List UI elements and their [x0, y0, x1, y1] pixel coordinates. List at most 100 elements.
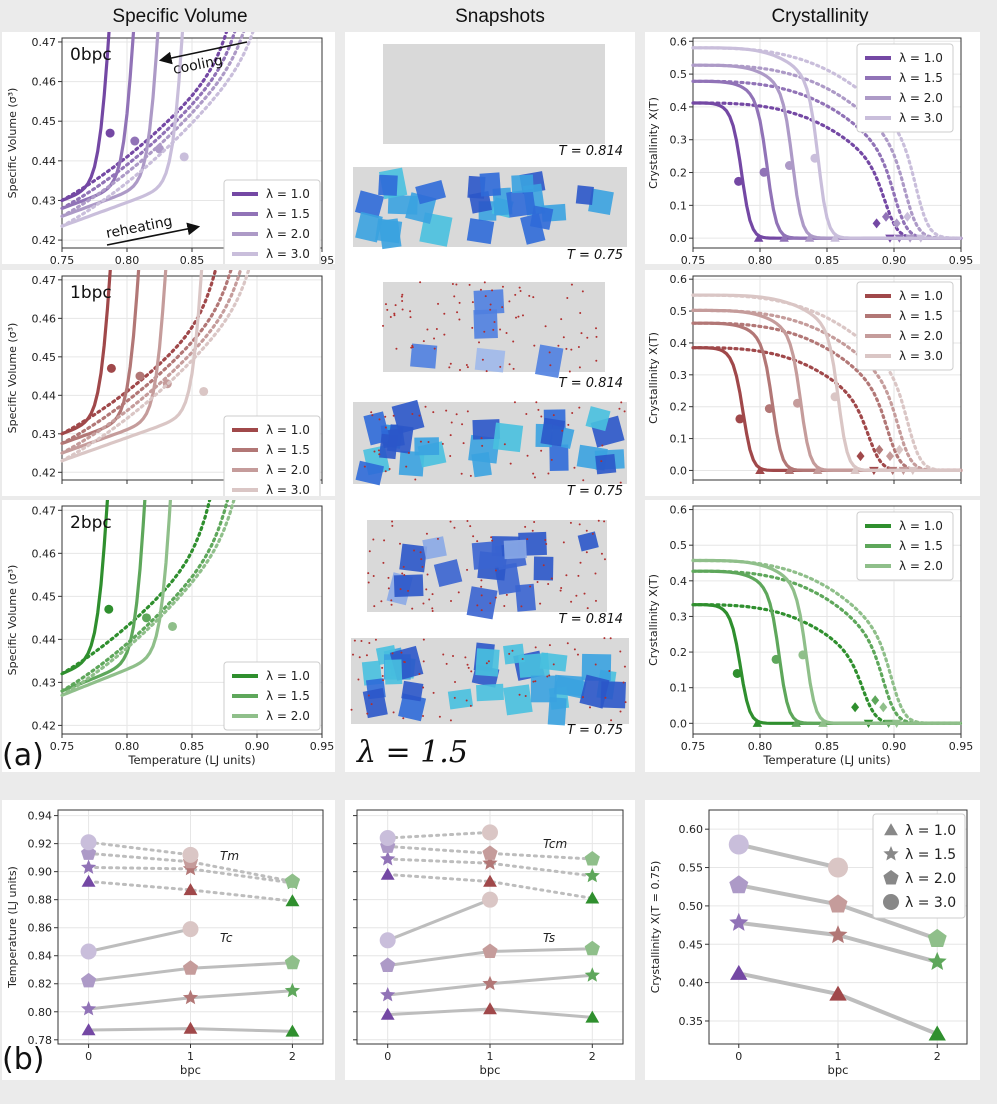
series-group	[691, 558, 963, 728]
crystal-domain	[410, 343, 438, 369]
series-group	[80, 834, 300, 1037]
crystal-domain	[476, 683, 504, 702]
bead-dot	[432, 691, 435, 694]
bead-dot	[545, 543, 548, 546]
data-point	[81, 1001, 97, 1016]
crystal-domain	[475, 648, 500, 677]
bead-dot	[445, 409, 448, 412]
bead-dot	[392, 414, 395, 417]
tick-label-y: 0.42	[32, 466, 57, 479]
series-group	[691, 46, 963, 243]
legend-label: λ = 3.0	[266, 247, 310, 261]
reheating-curve	[60, 0, 255, 218]
legend-label: λ = 2.0	[905, 871, 956, 887]
data-point	[81, 1023, 96, 1036]
bead-dot	[411, 344, 414, 347]
data-point	[585, 1010, 600, 1023]
marker-zero	[784, 465, 795, 474]
bead-dot	[485, 370, 488, 373]
series-group	[379, 824, 600, 1023]
tick-label-x: 2	[289, 1050, 296, 1063]
panel-sv1: 0.42 0.43 0.44 0.45 0.46 0.47 Specific Volume …	[2, 35, 335, 505]
x-axis-label: bpc	[828, 1063, 849, 1077]
crystal-domain	[468, 190, 492, 214]
bead-dot	[562, 541, 565, 544]
bead-dot	[619, 481, 622, 484]
bead-dot	[436, 537, 439, 540]
bead-dot	[422, 660, 425, 663]
crystal-domain	[466, 218, 495, 245]
cooling-arrow	[158, 41, 248, 65]
bead-dot	[597, 519, 600, 522]
bead-dot	[576, 653, 579, 656]
snapshot-temp-label: T = 0.75	[567, 248, 623, 263]
bead-dot	[443, 333, 446, 336]
legend-label: λ = 1.0	[266, 187, 310, 201]
bead-dot	[407, 451, 410, 454]
bead-dot	[449, 719, 452, 722]
tick-label-y: 0.50	[679, 900, 704, 913]
bead-dot	[508, 652, 511, 655]
bead-dot	[419, 281, 422, 284]
bead-dot	[391, 652, 394, 655]
bead-dot	[487, 660, 490, 663]
crystal-domain	[355, 211, 383, 243]
bead-dot	[533, 344, 536, 347]
bead-dot	[453, 295, 456, 298]
plot-frame	[61, 37, 323, 249]
bead-dot	[570, 283, 573, 286]
crystal-domain	[471, 540, 504, 570]
marker-tc	[168, 621, 177, 631]
tick-label-y: 0.42	[32, 719, 57, 732]
bead-dot	[517, 315, 520, 318]
bead-dot	[577, 574, 580, 577]
tick-label-y: 0.0	[670, 717, 688, 730]
tick-label-y: 0.0	[670, 464, 688, 477]
chart-cr0: 0.75 0.80 0.85 0.90 0.95 0.0 0.1 0.2 0.3 0.4 0.5 0.…	[647, 35, 973, 267]
data-point	[585, 891, 600, 904]
bead-dot	[531, 529, 534, 532]
crystal-domain	[393, 574, 424, 598]
bead-dot	[601, 444, 604, 447]
crystal-domain	[547, 697, 567, 726]
tick-label-y: 0.1	[670, 433, 688, 446]
data-point	[584, 967, 600, 982]
crystallization-line	[386, 898, 492, 942]
tick-label-x: 0.75	[50, 740, 75, 753]
bead-dot	[603, 558, 606, 561]
bead-dot	[471, 326, 474, 329]
bead-dot	[494, 596, 497, 599]
y-axis-label: Crystallinity X(T)	[647, 332, 660, 424]
bead-dot	[357, 678, 360, 681]
bead-dot	[526, 538, 529, 541]
tick-label-x: 0.80	[748, 740, 773, 753]
marker-tc	[798, 650, 808, 660]
bead-dot	[529, 585, 532, 588]
bead-dot	[562, 336, 565, 339]
bead-dot	[622, 681, 625, 684]
data-point	[284, 873, 300, 888]
data-point	[828, 894, 848, 913]
bpc-annotation: 2bpc	[70, 513, 112, 533]
bead-dot	[542, 564, 545, 567]
series-group	[691, 293, 963, 476]
crystal-domain	[473, 289, 505, 315]
marker-tc	[179, 152, 189, 162]
series-line	[738, 842, 839, 870]
legend-label: λ = 1.0	[899, 289, 943, 303]
legend: λ = 1.0 λ = 1.5 λ = 2.0 λ = 3.0	[223, 415, 321, 505]
y-axis-label: Crystallinity X(T)	[647, 574, 660, 666]
bead-dot	[419, 440, 422, 443]
annotation-upper: Tcm	[543, 837, 567, 851]
data-point	[285, 1024, 300, 1037]
tick-label-y: 0.43	[32, 676, 57, 689]
bpc-annotation: 0bpc	[70, 45, 112, 65]
tick-label-y: 0.5	[670, 305, 688, 318]
legend-label: λ = 2.0	[899, 559, 943, 573]
bead-dot	[578, 366, 581, 369]
annotation-lower: Tc	[220, 931, 233, 945]
bead-dot	[425, 588, 428, 591]
bead-dot	[552, 663, 555, 666]
data-point	[928, 1025, 946, 1041]
bead-dot	[528, 294, 531, 297]
